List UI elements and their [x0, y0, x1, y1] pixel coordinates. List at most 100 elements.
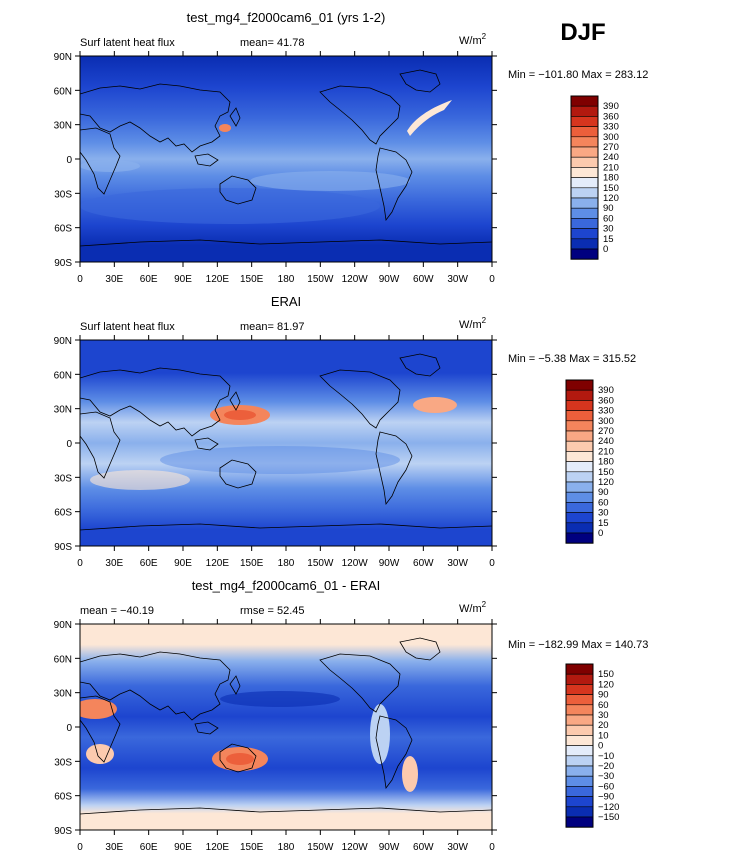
y-tick-label: 90N — [54, 52, 72, 63]
colorbar-label: 0 — [603, 244, 608, 255]
colorbar-swatch — [565, 704, 594, 716]
x-tick-label: 150E — [240, 558, 264, 569]
coastlines — [79, 353, 493, 531]
colorbar-swatch — [570, 146, 599, 158]
x-tick-label: 0 — [489, 274, 495, 285]
x-tick-label: 180 — [278, 842, 295, 853]
panel-title: test_mg4_f2000cam6_01 (yrs 1-2) — [187, 10, 386, 25]
colorbar-label: 20 — [598, 720, 609, 731]
x-tick-label: 150W — [307, 274, 334, 285]
colorbar-label: 360 — [598, 395, 614, 406]
colorbar-swatch — [570, 177, 599, 189]
colorbar-swatch — [565, 491, 594, 503]
colorbar-label: 300 — [598, 416, 614, 427]
colorbar-label: 150 — [598, 467, 614, 478]
colorbar-swatch — [565, 420, 594, 432]
colorbar-label: −20 — [598, 761, 614, 772]
colorbar-swatch — [570, 218, 599, 229]
x-tick-label: 90W — [379, 842, 400, 853]
map-field — [80, 56, 492, 262]
gulf-stream-feature — [413, 397, 457, 413]
season-label: DJF — [560, 19, 605, 46]
colorbar-label: 30 — [598, 710, 609, 721]
colorbar-label: −60 — [598, 781, 614, 792]
y-tick-label: 60S — [54, 508, 72, 519]
coastline — [399, 637, 441, 661]
units-label: W/m2 — [459, 32, 487, 47]
colorbar-label: 120 — [598, 679, 614, 690]
x-tick-label: 60E — [140, 274, 158, 285]
mean-label: mean= 81.97 — [240, 321, 305, 333]
colorbar-label: 240 — [598, 436, 614, 447]
coastline — [399, 353, 441, 377]
colorbar-label: 330 — [603, 122, 619, 133]
map-plot: 90N 60N 30N 0 30S 60S 90S 0 30E 60E 90E 120E 150E 180… — [54, 619, 497, 853]
colorbar-swatch — [565, 735, 594, 746]
colorbar-label: 15 — [598, 518, 609, 529]
coastline — [79, 239, 493, 247]
colorbar-label: 90 — [603, 203, 614, 214]
y-tick-label: 0 — [66, 155, 72, 166]
colorbar-swatch — [565, 430, 594, 442]
coastline — [79, 411, 121, 479]
y-tick-label: 90S — [54, 826, 72, 837]
colorbar-swatch — [565, 532, 594, 544]
x-tick-label: 150W — [307, 558, 334, 569]
x-tick-label: 90E — [174, 274, 192, 285]
colorbar-swatch — [570, 167, 599, 178]
colorbar-swatch — [565, 694, 594, 706]
coastline — [375, 147, 413, 222]
x-tick-label: 150E — [240, 274, 264, 285]
colorbar-label: 270 — [598, 426, 614, 437]
x-tick-label: 90W — [379, 274, 400, 285]
colorbar-swatch — [570, 207, 599, 219]
x-tick-label: 60W — [413, 558, 434, 569]
x-tick-label: 30W — [447, 274, 468, 285]
coastline — [79, 807, 493, 815]
x-tick-label: 60W — [413, 842, 434, 853]
x-tick-label: 0 — [489, 842, 495, 853]
colorbar-label: 270 — [603, 142, 619, 153]
colorbar-swatch — [565, 522, 594, 534]
colorbar-swatch — [570, 116, 599, 127]
colorbar-swatch — [565, 714, 594, 726]
x-tick-label: 90E — [174, 842, 192, 853]
y-tick-label: 30N — [54, 405, 72, 416]
coastline — [79, 367, 231, 437]
colorbar-label: 360 — [603, 111, 619, 122]
colorbar-swatch — [565, 816, 594, 828]
colorbar-swatch — [565, 755, 594, 767]
variable-label: Surf latent heat flux — [80, 321, 175, 333]
colorbar-label: −90 — [598, 792, 614, 803]
map-plot: 90N 60N 30N 0 30S 60S 90S 0 30E 60E 90E 120E 150E 180… — [54, 335, 497, 569]
colorbar-swatch — [565, 765, 594, 777]
colorbar-label: 150 — [603, 183, 619, 194]
colorbar-frame — [570, 95, 599, 260]
colorbar-swatch — [565, 786, 594, 797]
variable-label: Surf latent heat flux — [80, 37, 175, 49]
x-tick-label: 30W — [447, 558, 468, 569]
colorbar-frame — [565, 379, 594, 544]
x-tick-label: 30W — [447, 842, 468, 853]
y-tick-label: 30S — [54, 473, 72, 484]
colorbar-swatch — [570, 105, 599, 117]
units-label: W/m2 — [459, 600, 487, 615]
coastline — [79, 523, 493, 531]
map-plot: 90N 60N 30N 0 30S 60S 90S 0 30E 60E 90E 120E 150E 180… — [54, 51, 497, 285]
colorbar-label: 390 — [603, 101, 619, 112]
colorbar-swatch — [570, 248, 599, 260]
y-tick-label: 30S — [54, 189, 72, 200]
coastline — [194, 153, 219, 167]
colorbar-swatch — [565, 379, 594, 391]
y-tick-label: 90S — [54, 258, 72, 269]
colorbar-frame — [565, 663, 594, 828]
x-tick-label: 180 — [278, 558, 295, 569]
colorbar-label: 60 — [598, 497, 609, 508]
coastline — [319, 85, 401, 145]
colorbar-label: 90 — [598, 690, 609, 701]
minmax-label: Min = −182.99 Max = 140.73 — [508, 639, 648, 651]
colorbar-swatch — [565, 410, 594, 422]
panel-title: test_mg4_f2000cam6_01 - ERAI — [192, 578, 381, 593]
coastline — [375, 431, 413, 506]
